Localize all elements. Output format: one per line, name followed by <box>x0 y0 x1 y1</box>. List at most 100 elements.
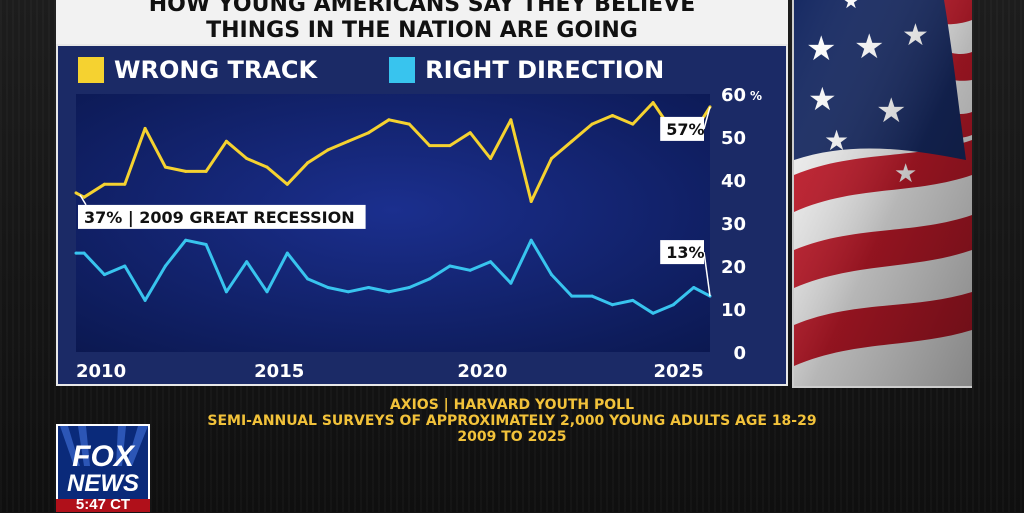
data-point-right-direction-10 <box>265 290 269 294</box>
data-point-wrong-track-22 <box>509 118 513 122</box>
x-tick-label-2010: 2010 <box>76 361 126 382</box>
data-point-wrong-track-4 <box>143 126 147 130</box>
data-point-right-direction-26 <box>590 294 594 298</box>
annotation-box-0 <box>78 204 366 229</box>
data-point-right-direction-18 <box>428 277 432 281</box>
legend-label-right-direction: RIGHT DIRECTION <box>425 56 665 84</box>
broadcast-time: 5:47 CT <box>75 496 131 513</box>
data-point-right-direction-16 <box>387 290 391 294</box>
data-point-wrong-track-9 <box>245 157 249 160</box>
y-tick-label-40: 40 <box>721 171 746 192</box>
data-point-wrong-track-7 <box>204 169 208 173</box>
data-point-right-direction-6 <box>184 238 188 242</box>
data-point-right-direction-27 <box>610 303 614 307</box>
annotation-leader-1 <box>703 106 711 130</box>
time-band <box>56 499 150 512</box>
data-point-right-direction-14 <box>346 290 350 294</box>
x-tick-label-2015: 2015 <box>254 361 304 382</box>
data-point-wrong-track-3 <box>123 182 127 186</box>
data-point-wrong-track-15 <box>367 131 371 135</box>
data-point-right-direction-7 <box>204 243 208 246</box>
data-point-right-direction-13 <box>326 286 330 289</box>
y-tick-label-50: 50 <box>721 128 746 149</box>
data-point-right-direction-11 <box>285 251 289 255</box>
data-point-right-direction-31 <box>692 286 696 289</box>
fox-news-logo: FOX NEWS <box>56 424 150 512</box>
y-tick-label-10: 10 <box>721 300 746 321</box>
data-point-wrong-track-26 <box>590 122 594 126</box>
logo-searchlights <box>60 426 148 466</box>
data-point-right-direction-28 <box>631 298 635 302</box>
data-point-right-direction-2 <box>102 273 106 277</box>
y-tick-label-30: 30 <box>721 214 746 235</box>
annotation-label-1: 57% <box>666 120 704 139</box>
annotation-leader-0 <box>79 194 87 206</box>
source-line-2: SEMI-ANNUAL SURVEYS OF APPROXIMATELY 2,0… <box>207 413 817 429</box>
data-point-wrong-track-16 <box>387 118 391 122</box>
data-point-wrong-track-12 <box>306 161 310 165</box>
data-point-right-direction-12 <box>306 277 310 281</box>
headline-band <box>56 0 788 44</box>
flag-graphic: ★ ★ ★ ★ ★ ★ ★ ★ <box>794 0 972 386</box>
data-point-right-direction-20 <box>468 268 472 272</box>
data-point-wrong-track-21 <box>489 157 493 160</box>
data-point-wrong-track-19 <box>448 144 452 148</box>
data-point-right-direction-24 <box>550 273 553 277</box>
source-line-1: AXIOS | HARVARD YOUTH POLL <box>389 397 635 413</box>
data-point-wrong-track-8 <box>224 139 228 143</box>
data-point-wrong-track-28 <box>631 122 635 126</box>
line-chart: 0 10 20 30 40 50 60% 2010 2015 2020 2025 37% | 20… <box>74 88 762 382</box>
data-point-wrong-track-5 <box>163 165 167 169</box>
annotation-leader-2 <box>703 251 711 297</box>
data-point-wrong-track-18 <box>428 144 432 148</box>
source-line-3: 2009 TO 2025 <box>457 429 567 445</box>
annotation-label-2: 13% <box>666 243 704 262</box>
data-point-right-direction-22 <box>509 281 513 285</box>
data-point-wrong-track-6 <box>184 169 188 173</box>
logo-news-text: NEWS <box>67 470 139 497</box>
data-point-right-direction-25 <box>570 294 574 298</box>
american-flag-image: ★ ★ ★ ★ ★ ★ ★ ★ <box>792 0 972 388</box>
y-tick-label-0: 0 <box>733 343 746 364</box>
data-point-right-direction-21 <box>489 260 493 264</box>
headline-line-1: HOW YOUNG AMERICANS SAY THEY BELIEVE <box>148 0 696 17</box>
data-point-wrong-track-11 <box>285 182 289 186</box>
y-unit-label: % <box>750 89 762 103</box>
annotation-label-0: 37% | 2009 GREAT RECESSION <box>84 208 355 228</box>
chart-legend: WRONG TRACK RIGHT DIRECTION <box>56 52 714 88</box>
x-tick-label-2025: 2025 <box>654 361 704 382</box>
data-point-wrong-track-25 <box>570 139 574 143</box>
logo-fox-text: FOX <box>72 440 134 473</box>
chart-headline: HOW YOUNG AMERICANS SAY THEY BELIEVE THI… <box>56 0 788 44</box>
data-point-right-direction-4 <box>143 298 147 302</box>
annotation-box-2 <box>660 240 704 265</box>
data-point-right-direction-17 <box>407 286 411 289</box>
data-point-right-direction-9 <box>245 260 249 264</box>
data-point-wrong-track-29 <box>651 101 655 105</box>
annotation-0: 37% | 2009 GREAT RECESSION <box>78 194 366 229</box>
data-point-right-direction-5 <box>163 264 167 268</box>
data-point-right-direction-29 <box>651 311 655 315</box>
data-point-wrong-track-27 <box>610 114 614 117</box>
data-point-wrong-track-10 <box>265 165 269 169</box>
data-point-right-direction-0 <box>74 251 78 255</box>
legend-item-right-direction: RIGHT DIRECTION <box>389 56 664 84</box>
data-point-wrong-track-24 <box>550 157 553 160</box>
data-point-wrong-track-17 <box>407 122 411 126</box>
data-point-right-direction-30 <box>671 303 675 307</box>
data-point-wrong-track-23 <box>529 200 533 203</box>
legend-label-wrong-track: WRONG TRACK <box>114 56 318 84</box>
data-point-right-direction-8 <box>224 290 228 294</box>
annotation-box-1 <box>660 116 704 141</box>
right-direction-swatch <box>389 57 416 83</box>
data-point-wrong-track-13 <box>326 148 330 152</box>
data-point-right-direction-1 <box>82 251 86 255</box>
headline-line-2: THINGS IN THE NATION ARE GOING <box>206 18 638 43</box>
data-point-wrong-track-1 <box>82 195 86 199</box>
y-tick-label-20: 20 <box>721 257 746 278</box>
data-point-wrong-track-14 <box>346 139 350 143</box>
legend-item-wrong-track: WRONG TRACK <box>78 56 317 84</box>
data-point-right-direction-19 <box>448 264 452 268</box>
annotation-1: 57% <box>660 106 711 141</box>
y-tick-label-60: 60 <box>721 88 746 106</box>
